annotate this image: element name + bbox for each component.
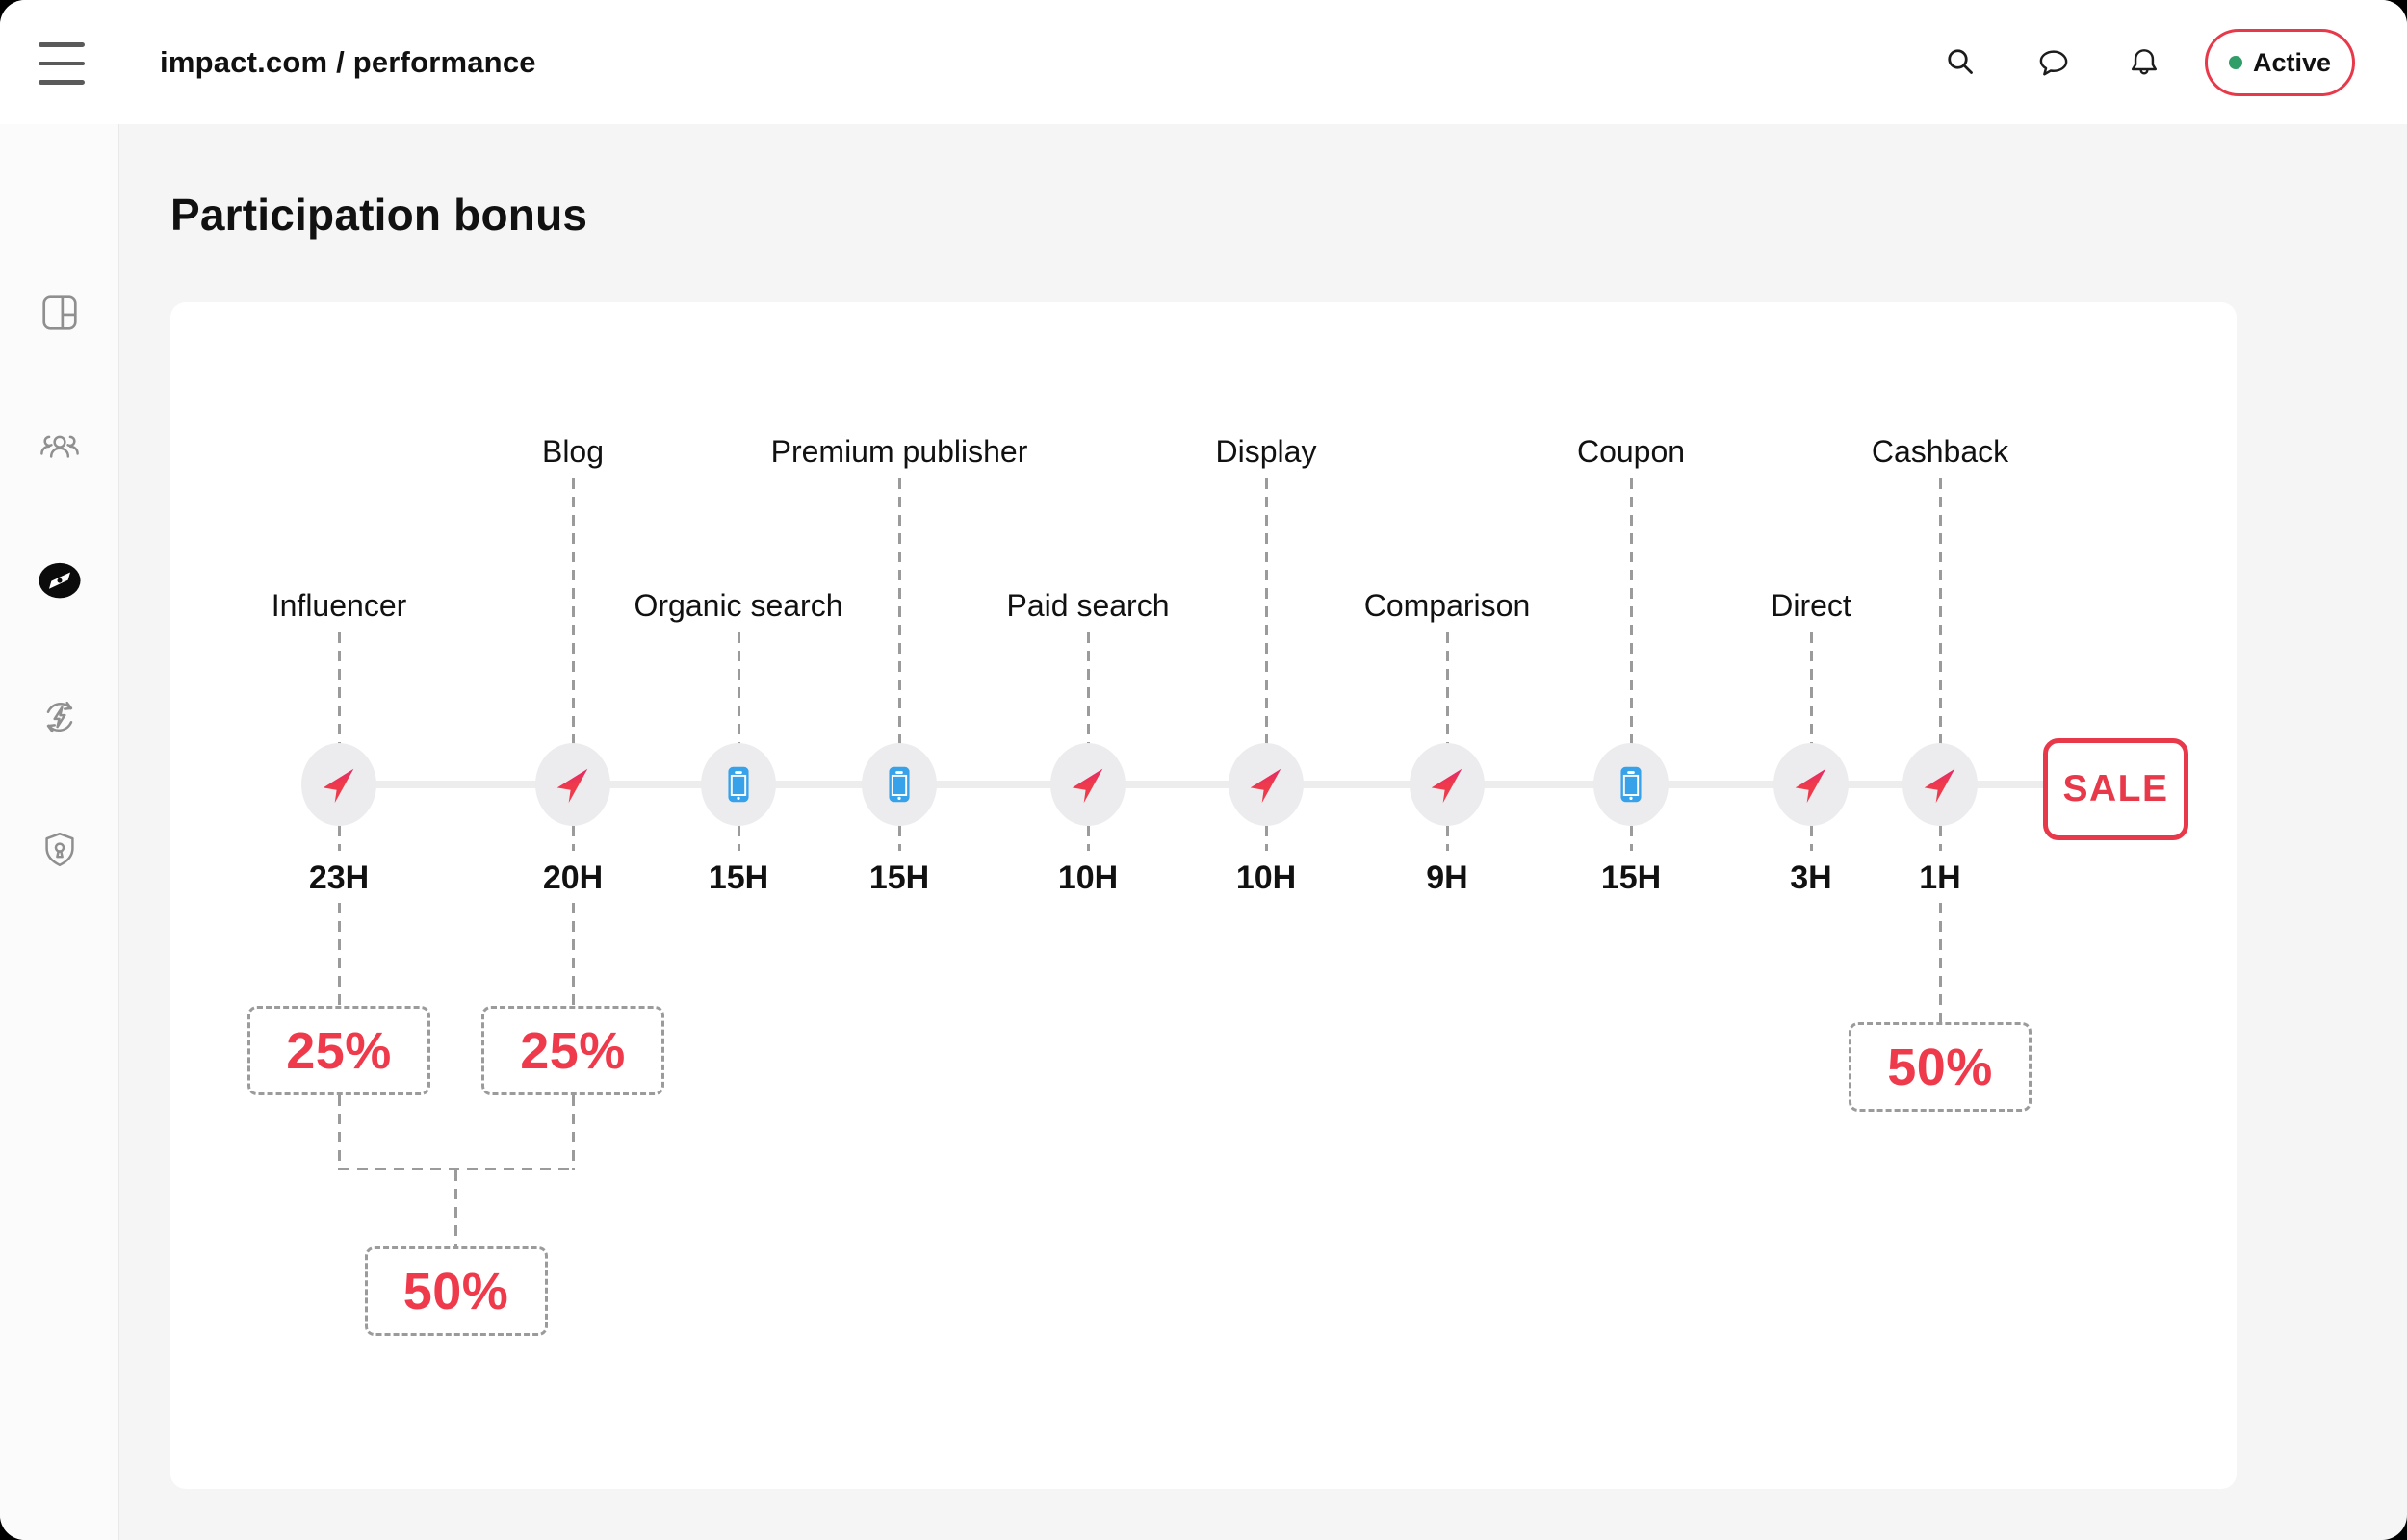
location-arrow-icon <box>317 762 361 807</box>
combined-bonus-box: 50% <box>364 1246 548 1336</box>
location-arrow-icon <box>1789 762 1833 807</box>
dashed-line <box>337 903 341 1006</box>
touchpoint-node <box>1902 743 1978 826</box>
touchpoint-node <box>301 743 376 826</box>
touchpoint-node <box>1410 743 1485 826</box>
time-label: 15H <box>868 860 930 896</box>
dashed-line <box>337 826 341 851</box>
time-label: 1H <box>1919 860 1961 896</box>
time-label: 9H <box>1426 860 1468 896</box>
location-arrow-icon <box>551 762 595 807</box>
bonus-box: 25% <box>481 1006 664 1095</box>
time-label: 15H <box>1600 860 1662 896</box>
smartphone-icon <box>1609 762 1653 807</box>
smartphone-icon <box>716 762 761 807</box>
dashed-line <box>1629 478 1633 744</box>
dashed-line <box>897 478 901 744</box>
time-label: 3H <box>1790 860 1832 896</box>
status-dot-icon <box>2228 56 2242 69</box>
touchpoint-node <box>535 743 610 826</box>
dashed-line <box>1629 826 1633 851</box>
dashed-line <box>1938 478 1942 744</box>
touchpoint-label: Paid search <box>1006 588 1170 623</box>
dashed-line <box>1086 826 1090 851</box>
bracket-line <box>339 1168 575 1170</box>
touchpoint-label: Premium publisher <box>770 434 1028 469</box>
dashed-line <box>1809 632 1813 744</box>
touchpoint-label: Coupon <box>1576 434 1686 469</box>
touchpoint-label: Direct <box>1771 588 1851 623</box>
page-title: Participation bonus <box>170 190 588 240</box>
time-label: 20H <box>542 860 604 896</box>
chat-icon[interactable] <box>2033 42 2074 83</box>
dashed-line <box>897 826 901 851</box>
sale-badge: SALE <box>2043 738 2188 840</box>
smartphone-icon <box>877 762 921 807</box>
dashed-line <box>1086 632 1090 744</box>
touchpoint-node <box>862 743 937 826</box>
bell-icon[interactable] <box>2124 42 2164 83</box>
dashed-line <box>1264 826 1268 851</box>
top-bar: impact.com / performance Active <box>0 0 2407 124</box>
dashed-line <box>1264 478 1268 744</box>
bracket-line <box>337 1095 341 1170</box>
touchpoint-node <box>1773 743 1849 826</box>
dashed-line <box>737 632 740 744</box>
dashed-line <box>571 826 575 851</box>
sidebar-item-dashboard[interactable] <box>38 291 82 335</box>
dashed-line <box>1445 826 1449 851</box>
location-arrow-icon <box>1918 762 1962 807</box>
hamburger-menu-icon[interactable] <box>39 42 85 89</box>
time-label: 10H <box>1057 860 1119 896</box>
touchpoint-label: Comparison <box>1363 588 1531 623</box>
dashed-line <box>571 903 575 1006</box>
sidebar-item-discover-active[interactable] <box>38 561 82 605</box>
dashed-line <box>571 478 575 744</box>
touchpoint-label: Blog <box>541 434 605 469</box>
sidebar-item-security[interactable] <box>38 828 82 872</box>
touchpoint-node <box>1229 743 1304 826</box>
bonus-box: 25% <box>247 1006 430 1095</box>
dashed-line <box>1809 826 1813 851</box>
timeline-connector-line <box>339 781 2043 788</box>
sidebar-item-automation[interactable] <box>38 695 82 739</box>
touchpoint-label: Cashback <box>1871 434 2009 469</box>
touchpoint-label: Influencer <box>271 588 407 623</box>
time-label: 15H <box>708 860 769 896</box>
location-arrow-icon <box>1425 762 1469 807</box>
dashed-line <box>1938 903 1942 1022</box>
status-badge[interactable]: Active <box>2205 29 2355 96</box>
sidebar-item-partners[interactable] <box>38 424 82 469</box>
sidebar <box>0 124 119 1540</box>
time-label: 23H <box>308 860 370 896</box>
dashed-line <box>1938 826 1942 851</box>
touchpoint-node <box>1593 743 1669 826</box>
bracket-line <box>454 1170 457 1246</box>
touchpoint-node <box>1050 743 1126 826</box>
touchpoint-label: Organic search <box>634 588 843 623</box>
search-icon[interactable] <box>1941 42 1981 83</box>
bonus-box: 50% <box>1849 1022 2032 1112</box>
dashed-line <box>337 632 341 744</box>
status-badge-label: Active <box>2252 47 2332 77</box>
bracket-line <box>571 1095 575 1170</box>
touchpoint-label: Display <box>1215 434 1317 469</box>
touchpoint-node <box>701 743 776 826</box>
location-arrow-icon <box>1066 762 1110 807</box>
breadcrumb: impact.com / performance <box>160 44 536 79</box>
location-arrow-icon <box>1244 762 1288 807</box>
time-label: 10H <box>1235 860 1297 896</box>
dashed-line <box>737 826 740 851</box>
participation-bonus-card: Influencer 23H 25% Blog 20H 25% 50% Orga… <box>170 302 2237 1489</box>
dashed-line <box>1445 632 1449 744</box>
